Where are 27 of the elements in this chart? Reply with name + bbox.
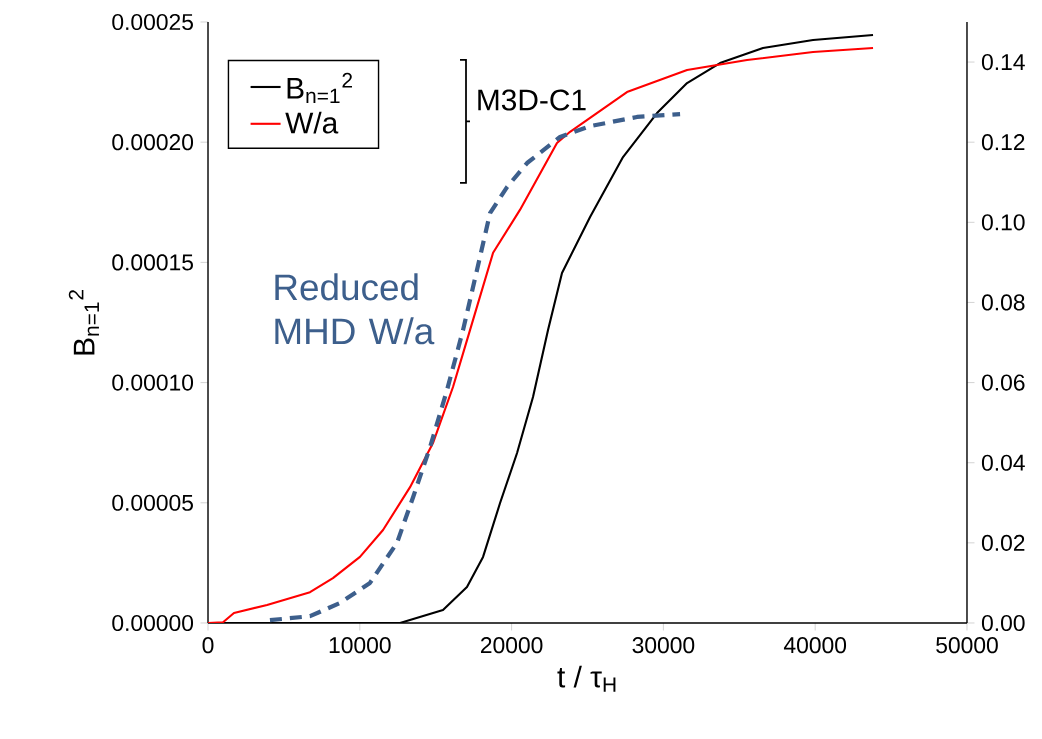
y2-tick-label: 0.12 — [981, 134, 1025, 151]
x-tick-label: 50000 — [936, 637, 998, 654]
series-label: Reduced MHD W/a — [275, 273, 435, 345]
y2-tick-label: 0.00 — [981, 614, 1025, 632]
x-tick-label: 20000 — [480, 637, 543, 654]
y-axis-title: B$_{n=1}$2 — [68, 290, 99, 355]
x-tick-label: 30000 — [632, 637, 695, 654]
y-tick-label: 0.00020 — [112, 134, 194, 151]
y2-tick-label: 0.06 — [981, 374, 1025, 391]
x-tick-label: 40000 — [783, 637, 847, 654]
y-tick-label: 0.00025 — [112, 13, 193, 31]
x-tick-label: 10000 — [329, 637, 391, 654]
y-tick-label: 0.00000 — [112, 614, 194, 632]
annotation: M3D-C1 — [478, 89, 586, 111]
legend-label: W/a — [285, 111, 339, 134]
line-series — [267, 112, 683, 623]
y2-tick-label: 0.02 — [981, 534, 1025, 551]
y2-tick-label: 0.10 — [981, 214, 1025, 231]
y-tick-label: 0.00005 — [112, 494, 193, 511]
y-tick-label: 0.00010 — [112, 374, 194, 391]
x-tick-label: 0 — [202, 637, 214, 654]
x-axis-title: t / τ$_{H}$ — [557, 665, 616, 692]
y-tick-label: 0.00015 — [112, 254, 193, 271]
y2-tick-label: 0.04 — [981, 454, 1025, 471]
legend-label: B$_{n=1}$2 — [287, 72, 353, 104]
y2-tick-label: 0.08 — [981, 294, 1025, 311]
y2-tick-label: 0.14 — [981, 53, 1025, 71]
